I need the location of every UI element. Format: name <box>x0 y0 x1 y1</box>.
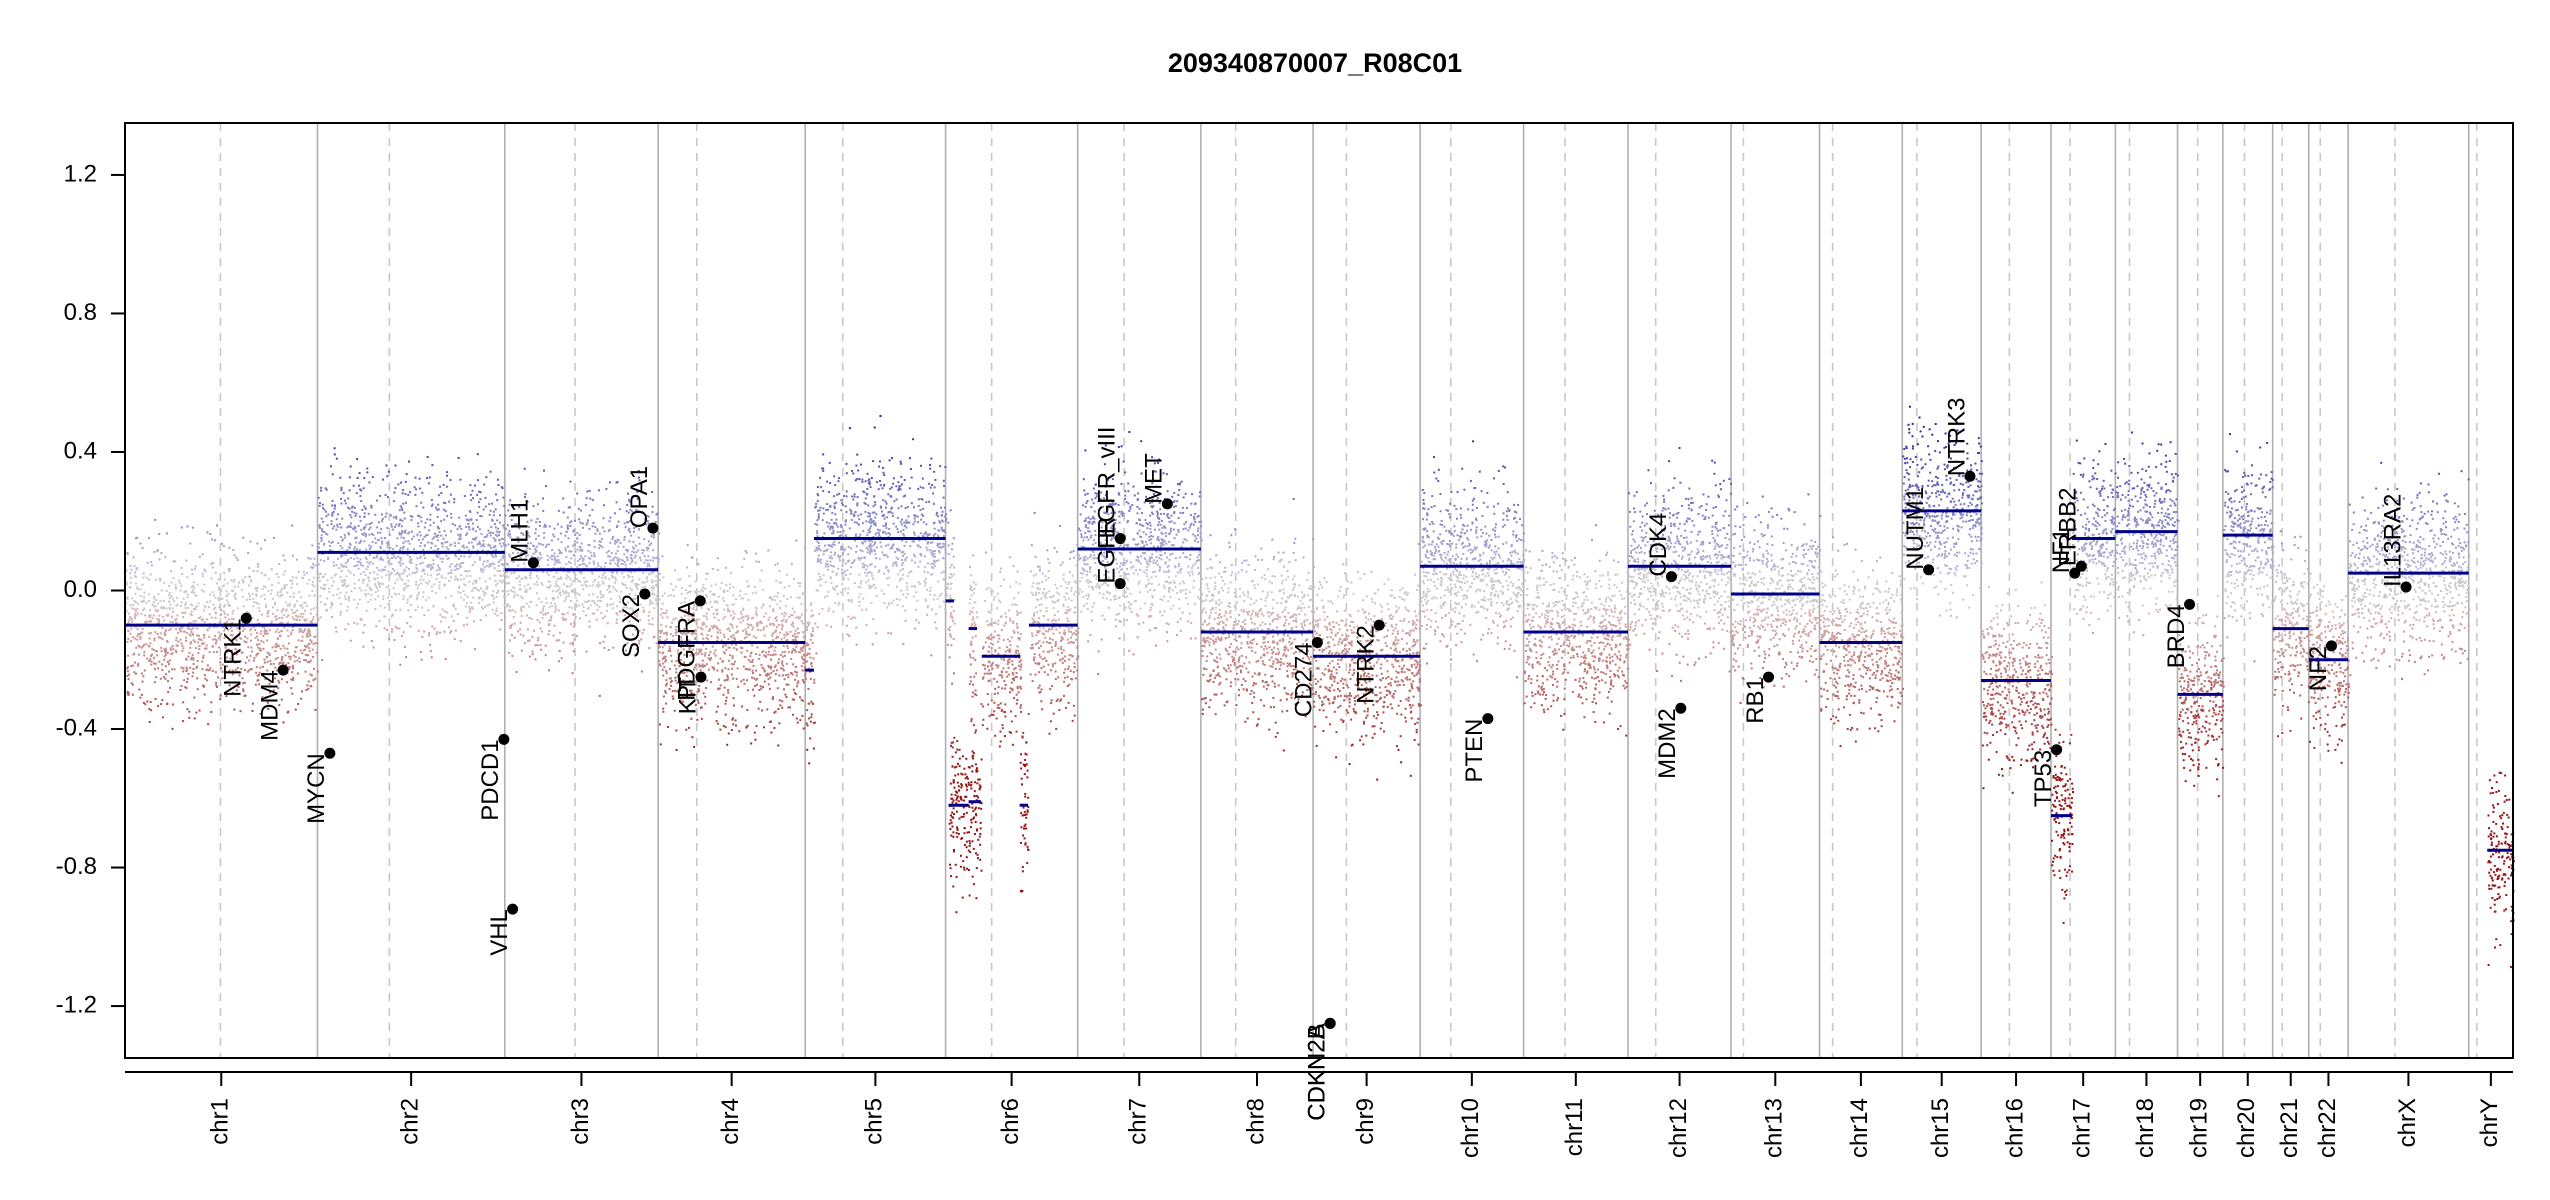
x-tick-label: chr10 <box>1457 1098 1484 1158</box>
x-tick-label: chr16 <box>2001 1098 2028 1158</box>
y-tick-label: -0.8 <box>56 853 97 880</box>
gene-label: SOX2 <box>618 594 645 658</box>
y-tick-label: 0.8 <box>64 299 97 326</box>
gene-label: PDGFRA <box>674 601 701 701</box>
x-tick-label: chr7 <box>1125 1098 1152 1145</box>
gene-point <box>1482 713 1494 725</box>
gene-label: RB1 <box>1742 677 1769 724</box>
x-tick-label: chr9 <box>1352 1098 1379 1145</box>
gene-point <box>1114 578 1126 590</box>
gene-point <box>1114 533 1126 545</box>
chart-title: 209340870007_R08C01 <box>1168 48 1462 78</box>
y-tick-label: 0.0 <box>64 576 97 603</box>
x-tick-label: chr6 <box>997 1098 1024 1145</box>
gene-point <box>1923 564 1935 576</box>
x-tick-label: chrY <box>2476 1098 2503 1147</box>
gene-label: PTEN <box>1461 719 1488 783</box>
y-tick-label: -1.2 <box>56 991 97 1018</box>
gene-point <box>694 595 706 607</box>
gene-point <box>695 671 707 683</box>
x-tick-label: chr5 <box>861 1098 888 1145</box>
gene-label: NTRK3 <box>1943 398 1970 477</box>
x-tick-label: chr2 <box>396 1098 423 1145</box>
x-tick-label: chrX <box>2394 1098 2421 1147</box>
x-tick-label: chr21 <box>2276 1098 2303 1158</box>
gene-point <box>639 588 651 600</box>
gene-point <box>2075 560 2087 572</box>
probe-points <box>125 405 2515 968</box>
gene-label: MET <box>1141 453 1168 504</box>
gene-label: KIT <box>674 677 701 715</box>
x-tick-label: chr11 <box>1561 1098 1588 1156</box>
gene-point <box>1324 1017 1336 1029</box>
gene-label: BRD4 <box>2163 604 2190 668</box>
x-tick-label: chr18 <box>2132 1098 2159 1158</box>
x-tick-label: chr19 <box>2186 1098 2213 1158</box>
gene-label: NF2 <box>2305 646 2332 691</box>
gene-point <box>507 903 519 915</box>
gene-label: CD274 <box>1291 642 1318 717</box>
x-tick-label: chr4 <box>717 1098 744 1145</box>
x-axis: chr1 chr2 chr3 chr4 chr5 chr6 chr7 chr8 chr9 chr1… <box>125 1071 2513 1158</box>
x-tick-label: chr1 <box>207 1098 234 1145</box>
gene-point <box>2400 581 2412 593</box>
gene-label: MYCN <box>303 753 330 824</box>
y-tick-label: 0.4 <box>64 437 97 464</box>
gene-label: NF1 <box>2048 528 2075 573</box>
x-tick-label: chr15 <box>1927 1098 1954 1158</box>
gene-markers: NTRK1 MDM4 MYCN PDCD1 VHL MLH1 SOX2 OPA1 PDGFRAK… <box>220 398 2412 1121</box>
gene-label: ERBB2 <box>2055 488 2082 567</box>
gene-point <box>2325 640 2337 652</box>
gene-label: MLH1 <box>507 499 534 563</box>
x-tick-label: chr17 <box>2069 1098 2096 1158</box>
gene-point <box>1161 498 1173 510</box>
gene-label: NTRK1 <box>220 618 247 697</box>
gene-point <box>498 733 510 745</box>
gene-label: EGFR <box>1094 517 1121 584</box>
gene-point <box>240 612 252 624</box>
x-tick-label: chr8 <box>1242 1098 1269 1145</box>
gene-label: VHL <box>486 909 513 956</box>
gene-label: OPA1 <box>626 466 653 528</box>
gene-point <box>277 664 289 676</box>
gene-point <box>1763 671 1775 683</box>
gene-label: MDM2 <box>1654 708 1681 779</box>
gene-point <box>2051 744 2063 756</box>
gene-point <box>324 747 336 759</box>
gene-point <box>1311 636 1323 648</box>
x-tick-label: chr22 <box>2314 1098 2341 1158</box>
x-tick-label: chr12 <box>1665 1098 1692 1158</box>
gene-label: NTRK2 <box>1353 625 1380 704</box>
x-tick-label: chr3 <box>567 1098 594 1145</box>
gene-point <box>647 522 659 534</box>
gene-point <box>1675 702 1687 714</box>
gene-point <box>1665 571 1677 583</box>
gene-label: NUTM1 <box>1902 487 1929 570</box>
y-axis: -1.2 -0.8 -0.4 0.0 0.4 0.8 1.2 <box>56 160 125 1018</box>
copy-number-segments <box>125 509 2513 852</box>
gene-point <box>2069 567 2081 579</box>
y-tick-label: -0.4 <box>56 714 97 741</box>
gene-point <box>527 557 539 569</box>
gene-label: TP53 <box>2030 750 2057 807</box>
x-tick-label: chr13 <box>1761 1098 1788 1158</box>
gene-label: MDM4 <box>256 670 283 741</box>
gene-point <box>1373 619 1385 631</box>
gene-point <box>2184 598 2196 610</box>
x-tick-label: chr14 <box>1846 1098 1873 1158</box>
x-tick-label: chr20 <box>2233 1098 2260 1158</box>
gene-label: PDCD1 <box>477 739 504 820</box>
gene-point <box>1964 470 1976 482</box>
y-tick-label: 1.2 <box>64 160 97 187</box>
gene-label: CDK4 <box>1645 513 1672 577</box>
gene-label: EGFR_vIII <box>1094 427 1121 539</box>
gene-label: IL13RA2 <box>2379 494 2406 587</box>
